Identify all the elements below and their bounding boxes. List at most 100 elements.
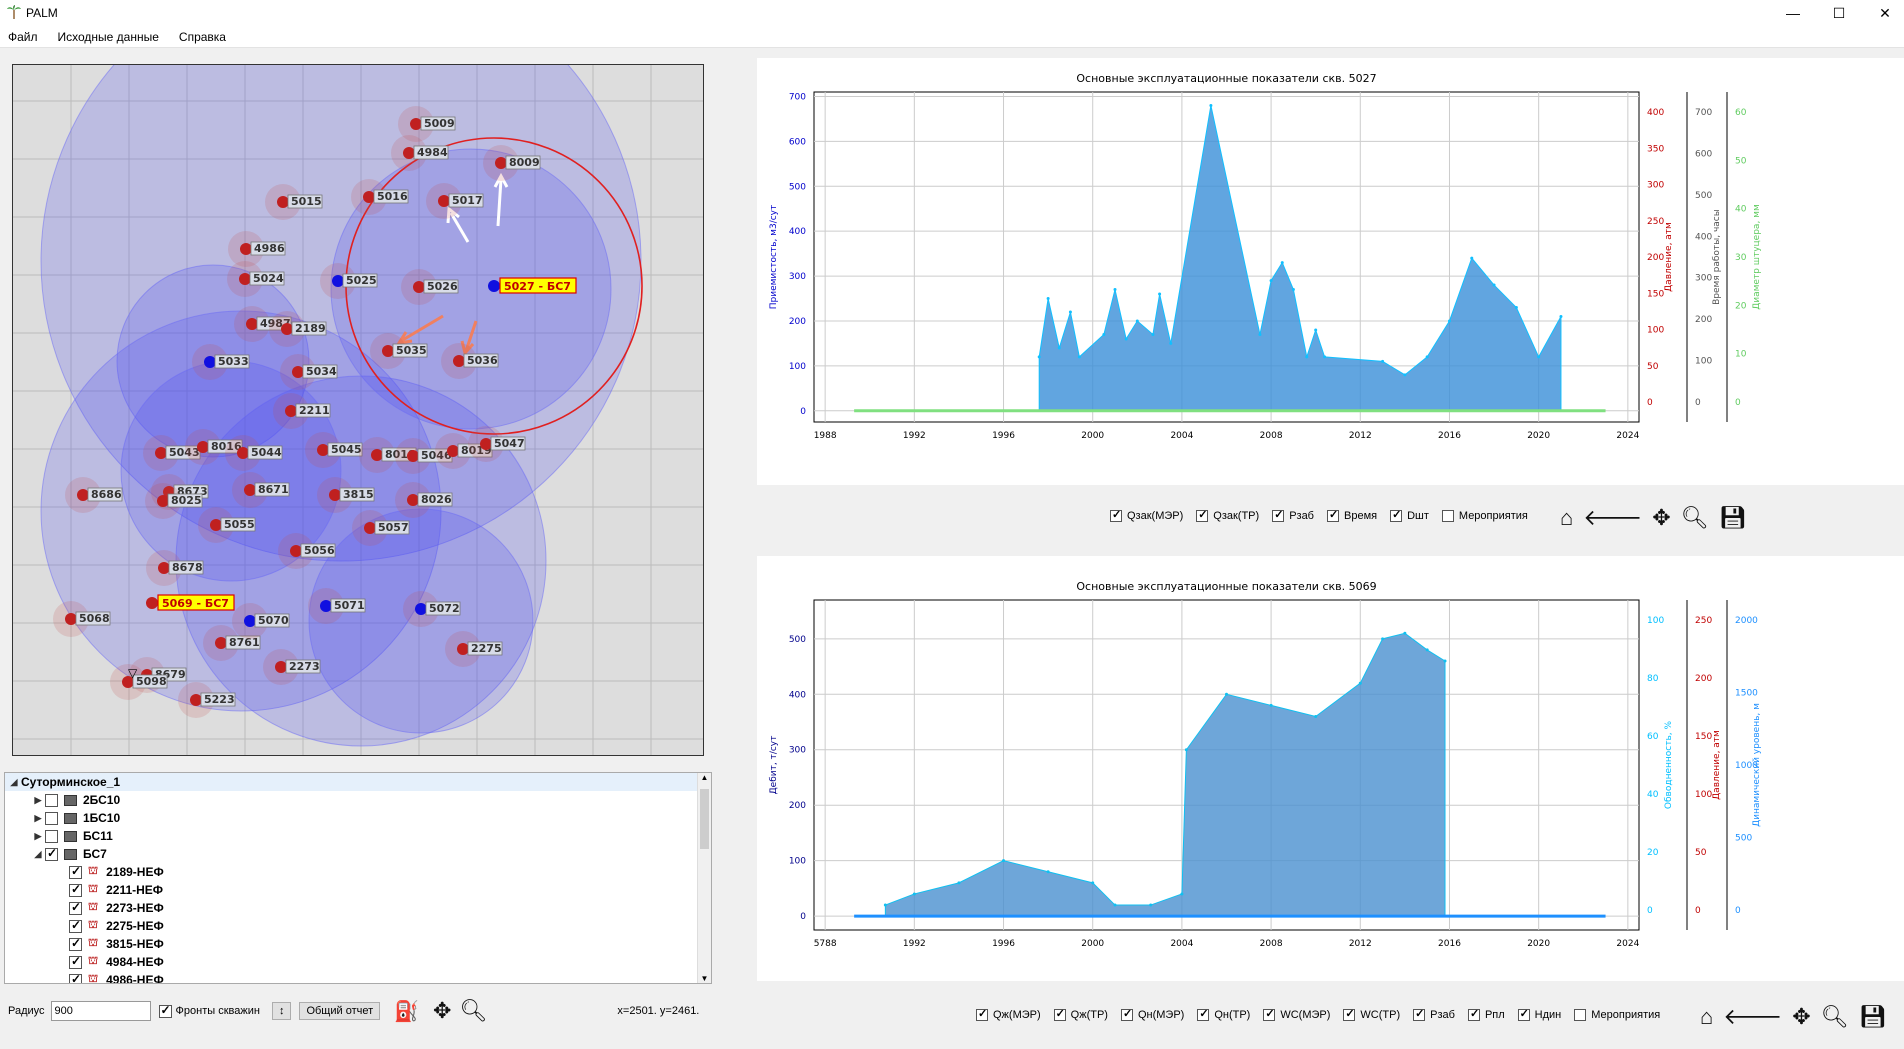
scroll-down-icon[interactable]: ▼ [700,974,709,983]
tree-well-5[interactable]: ⛫ 4984-НЕФ [5,953,711,971]
well-marker[interactable]: 5072 [403,591,461,627]
zoom-icon[interactable]: 🔍︎ [459,998,488,1023]
well-marker[interactable]: 4984 [391,135,449,171]
pan-icon[interactable]: ✥ [1652,505,1671,530]
minimize-button[interactable]: — [1786,5,1800,21]
series-toggle-8[interactable]: Ндин [1517,1007,1561,1021]
sort-icon[interactable]: ↕ [271,1002,292,1020]
tree-well-0[interactable]: ⛫ 2189-НЕФ [5,863,711,881]
tree-well-checkbox[interactable] [69,972,82,983]
well-marker[interactable]: 8025 [145,483,203,519]
well-marker[interactable]: 5045 [305,432,363,468]
series-toggle-checkbox[interactable] [1441,510,1454,522]
series-toggle-checkbox[interactable] [1272,508,1285,522]
report-button[interactable]: Общий отчет [299,1002,381,1020]
tree-group-checkbox[interactable] [45,811,58,825]
well-marker[interactable]: 5056 [278,533,336,569]
series-toggle-0[interactable]: Qзак(МЭР) [1110,508,1183,522]
well-marker[interactable]: 8678 [146,550,204,586]
tree-well-1[interactable]: ⛫ 2211-НЕФ [5,881,711,899]
tree-scrollbar[interactable]: ▲ ▼ [697,773,711,983]
well-marker[interactable]: 5098 [110,664,168,700]
selected-well-marker[interactable]: 5027 - БС7 [488,277,577,294]
pan-icon[interactable]: ✥ [433,998,452,1023]
zoom-icon[interactable]: 🔍︎ [1820,1004,1849,1029]
well-marker[interactable]: 5070 [232,603,290,639]
well-marker[interactable]: 5025 [320,263,378,299]
tree-group-checkbox[interactable] [45,829,58,843]
well-marker[interactable]: 5016 [351,179,409,215]
tree-well-checkbox[interactable] [69,864,82,879]
well-marker[interactable]: 2275 [445,631,503,667]
well-marker[interactable]: 4986 [228,231,286,267]
maximize-button[interactable]: ☐ [1832,4,1846,21]
series-toggle-0[interactable]: Qж(МЭР) [976,1007,1041,1021]
well-marker[interactable]: 8671 [232,472,290,508]
well-marker[interactable]: 2273 [263,649,321,685]
tree-well-2[interactable]: ⛫ 2273-НЕФ [5,899,711,917]
chevron-down-icon[interactable]: ◢ [10,776,18,787]
series-toggle-1[interactable]: Qж(ТР) [1053,1007,1108,1021]
well-marker[interactable]: 5068 [53,601,111,637]
tree-well-checkbox[interactable] [69,882,82,897]
layer-tree[interactable]: ◢ Суторминское_1 ▶ 2БС10 ▶ 1БС10 ▶ БС11 ◢ БС7 ⛫ 2… [4,772,712,984]
tree-well-checkbox[interactable] [69,954,82,969]
selected-well-marker[interactable]: 5069 - БС7 [146,594,235,611]
tree-group-checkbox[interactable] [45,793,58,807]
well-marker[interactable]: 5017 [426,183,484,219]
well-marker[interactable]: 3815 [317,477,375,513]
tree-group-checkbox[interactable] [45,846,58,861]
series-toggle-5[interactable]: Мероприятия [1441,510,1528,522]
well-map[interactable]: 5009 4984 8009 5015 5016 5017 4986 5024 5026 4987… [12,64,704,756]
tree-group-0[interactable]: ▶ 2БС10 [5,791,711,809]
well-marker[interactable]: 8761 [203,625,261,661]
well-marker[interactable]: 5009 [398,106,456,142]
series-toggle-4[interactable]: Dшт [1390,508,1429,522]
zoom-icon[interactable]: 🔍︎ [1680,505,1709,530]
series-toggle-checkbox[interactable] [1197,1007,1210,1021]
series-toggle-checkbox[interactable] [1343,1007,1356,1021]
save-icon[interactable]: 💾︎ [1858,1004,1887,1029]
series-toggle-checkbox[interactable] [1327,508,1339,522]
menu-file[interactable]: Файл [8,29,38,44]
back-arrow-icon[interactable]: 🡐 [1723,1004,1783,1029]
well-marker[interactable]: 5036 [441,343,499,379]
series-toggle-9[interactable]: Мероприятия [1574,1009,1660,1021]
well-marker[interactable]: 8009 [483,145,541,181]
series-toggle-checkbox[interactable] [1053,1007,1066,1021]
export-map-icon[interactable]: ⛽ [394,1000,420,1023]
series-toggle-checkbox[interactable] [1574,1009,1587,1021]
series-toggle-3[interactable]: Время [1327,508,1377,522]
well-marker[interactable]: 5046 [395,438,453,474]
series-toggle-checkbox[interactable] [1120,1007,1133,1021]
menu-help[interactable]: Справка [178,29,226,44]
series-toggle-3[interactable]: Qн(ТР) [1197,1007,1250,1021]
series-toggle-2[interactable]: Qн(МЭР) [1120,1007,1184,1021]
pan-icon[interactable]: ✥ [1792,1004,1811,1029]
well-marker[interactable]: 5035 [370,333,428,369]
well-marker[interactable]: 5057 [352,510,410,546]
series-toggle-checkbox[interactable] [1390,508,1403,522]
chevron-right-icon[interactable]: ▶ [34,812,42,823]
scroll-up-icon[interactable]: ▲ [700,773,709,782]
well-marker[interactable]: 8686 [65,477,123,513]
well-marker[interactable]: 8026 [395,482,453,518]
well-marker[interactable]: 5034 [280,354,338,390]
series-toggle-4[interactable]: WC(МЭР) [1263,1007,1330,1021]
menu-source-data[interactable]: Исходные данные [57,29,159,44]
close-button[interactable]: ✕ [1879,4,1891,21]
well-marker[interactable]: 5071 [308,588,366,624]
scroll-thumb[interactable] [700,789,709,849]
series-toggle-checkbox[interactable] [1413,1007,1426,1021]
well-marker[interactable]: 5044 [225,435,283,471]
tree-group-1[interactable]: ▶ 1БС10 [5,809,711,827]
home-icon[interactable]: ⌂ [1560,505,1574,530]
tree-well-checkbox[interactable] [69,936,82,951]
well-marker[interactable]: 5043 [143,435,201,471]
series-toggle-checkbox[interactable] [976,1007,988,1021]
well-marker[interactable]: 5055 [198,507,256,543]
radius-input[interactable] [50,1001,151,1021]
series-toggle-checkbox[interactable] [1263,1007,1276,1021]
series-toggle-checkbox[interactable] [1196,508,1209,522]
